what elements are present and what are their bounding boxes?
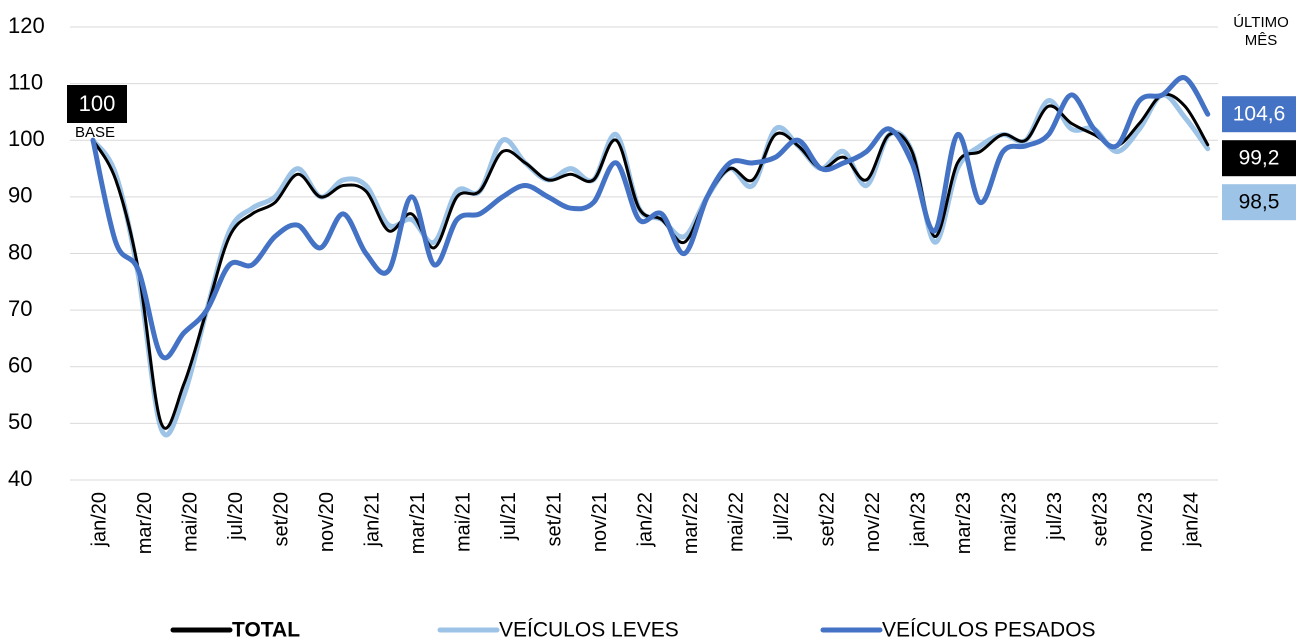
x-tick-label: set/21 bbox=[543, 492, 565, 546]
x-tick-label: mar/23 bbox=[953, 492, 975, 554]
last-month-caption: ÚLTIMO MÊS bbox=[1233, 14, 1289, 49]
x-tick-label: nov/23 bbox=[1135, 492, 1157, 552]
x-tick-label: mai/20 bbox=[179, 492, 201, 552]
series-line bbox=[90, 92, 1211, 438]
base-value: 100 bbox=[79, 91, 116, 116]
end-label-box bbox=[1222, 96, 1296, 133]
x-tick-label: mai/21 bbox=[452, 492, 474, 552]
y-tick-label: 60 bbox=[8, 353, 32, 378]
end-label: 104,6 bbox=[1233, 103, 1286, 126]
x-tick-label: nov/21 bbox=[589, 492, 611, 552]
y-tick-label: 100 bbox=[8, 126, 45, 151]
base-caption: BASE bbox=[75, 124, 115, 141]
x-tick-label: set/20 bbox=[270, 492, 292, 546]
x-tick-label: set/23 bbox=[1089, 492, 1111, 546]
y-tick-label: 50 bbox=[8, 409, 32, 434]
y-tick-label: 110 bbox=[8, 69, 43, 94]
end-label: 98,5 bbox=[1239, 191, 1280, 214]
x-tick-label: jan/24 bbox=[1180, 492, 1202, 548]
y-tick-label: 70 bbox=[8, 296, 32, 321]
y-tick-label: 90 bbox=[8, 183, 32, 208]
x-tick-label: mai/22 bbox=[725, 492, 747, 552]
x-tick-label: mar/22 bbox=[680, 492, 702, 554]
end-label-box bbox=[1222, 184, 1296, 221]
x-tick-label: set/22 bbox=[816, 492, 838, 546]
y-tick-label: 120 bbox=[8, 13, 45, 38]
y-tick-label: 40 bbox=[8, 466, 32, 491]
series-line bbox=[90, 75, 1211, 361]
legend-label: VEÍCULOS PESADOS bbox=[882, 619, 1096, 640]
x-tick-label: jan/22 bbox=[634, 492, 656, 548]
x-tick-label: nov/20 bbox=[316, 492, 338, 552]
x-tick-label: jul/21 bbox=[498, 492, 520, 541]
x-tick-label: mar/20 bbox=[134, 492, 156, 554]
legend-label: TOTAL bbox=[232, 619, 300, 640]
x-tick-label: nov/22 bbox=[862, 492, 884, 552]
series-line bbox=[91, 92, 1210, 430]
base-box bbox=[67, 85, 127, 123]
x-tick-label: jul/20 bbox=[225, 492, 247, 541]
end-label: 99,2 bbox=[1239, 147, 1280, 170]
x-tick-label: jul/22 bbox=[771, 492, 793, 541]
end-label-box bbox=[1222, 140, 1296, 177]
x-tick-label: jan/23 bbox=[907, 492, 929, 548]
x-tick-label: mar/21 bbox=[407, 492, 429, 554]
y-tick-label: 80 bbox=[8, 239, 32, 264]
legend-label: VEÍCULOS LEVES bbox=[499, 619, 679, 640]
x-tick-label: jul/23 bbox=[1044, 492, 1066, 541]
x-tick-label: jan/20 bbox=[88, 492, 110, 548]
x-tick-label: mai/23 bbox=[998, 492, 1020, 552]
x-tick-label: jan/21 bbox=[361, 492, 383, 548]
